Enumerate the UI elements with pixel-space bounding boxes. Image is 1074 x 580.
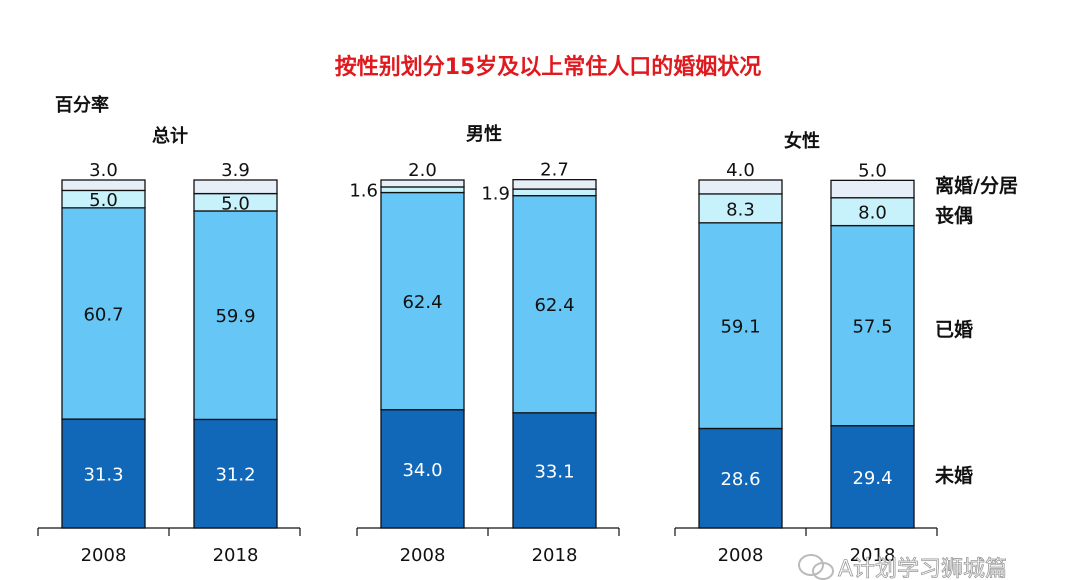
bar-segment-divorced <box>698 179 783 195</box>
data-label: 3.0 <box>89 160 118 181</box>
data-label: 4.0 <box>726 160 755 181</box>
x-tick-label: 2008 <box>81 545 127 566</box>
chart-title: 按性别划分15岁及以上常住人口的婚姻状况 <box>335 54 762 80</box>
legend-label: 离婚/分居 <box>935 174 1018 197</box>
panel-title: 女性 <box>784 130 820 152</box>
x-tick-label: 2018 <box>532 545 578 566</box>
data-label: 62.4 <box>402 292 442 313</box>
bar-segment-never_married <box>830 425 915 529</box>
bar-segment-divorced <box>61 179 146 192</box>
bar-segment-divorced <box>830 179 915 199</box>
bar-segment-never_married <box>193 418 278 529</box>
x-tick-label: 2018 <box>213 545 259 566</box>
data-label: 62.4 <box>534 295 574 316</box>
bar-segment-divorced <box>512 179 597 190</box>
data-label: 1.6 <box>349 181 378 202</box>
y-axis-label: 百分率 <box>55 94 109 116</box>
data-label: 31.2 <box>215 465 255 486</box>
data-label: 60.7 <box>83 304 123 325</box>
bar-segment-married <box>193 210 278 421</box>
data-label: 59.9 <box>215 306 255 327</box>
stacked-bar: 34.0 62.4 1.6 2.0 <box>349 160 465 529</box>
legend-label: 已婚 <box>935 318 973 341</box>
watermark-text: A计划学习狮城篇 <box>838 557 1007 580</box>
panel-title: 男性 <box>466 123 502 145</box>
legend-label: 未婚 <box>934 464 973 487</box>
stacked-bar: 31.2 59.9 5.0 3.9 <box>193 160 278 529</box>
data-label: 1.9 <box>481 183 510 204</box>
bar-segment-married <box>698 222 783 430</box>
data-label: 28.6 <box>720 469 760 490</box>
data-label: 2.7 <box>540 160 569 181</box>
panel-3: 女性 28.6 59.1 8.3 4.0 2008 29.4 57.5 8.0 5.0 2018 <box>674 130 938 566</box>
bar-segment-widowed <box>830 197 915 227</box>
bar-segment-divorced <box>193 179 278 195</box>
chart-panels: 总计 31.3 60.7 5.0 3.0 2008 31.2 59.9 5.0 3.9 2018 男性… <box>37 123 938 566</box>
bar-segment-widowed <box>698 193 783 224</box>
data-label: 57.5 <box>852 317 892 338</box>
bar-segment-never_married <box>512 412 597 529</box>
bar-segment-married <box>512 195 597 414</box>
stacked-bar: 31.3 60.7 5.0 3.0 <box>61 160 146 529</box>
bar-segment-married <box>61 207 146 420</box>
data-label: 33.1 <box>534 461 574 482</box>
stacked-bar: 33.1 62.4 1.9 2.7 <box>481 160 597 529</box>
data-label: 31.3 <box>83 465 123 486</box>
data-label: 3.9 <box>221 160 250 181</box>
data-label: 5.0 <box>221 193 250 214</box>
wechat-icon <box>798 554 834 580</box>
bar-segment-widowed <box>512 188 597 197</box>
bar-segment-married <box>380 191 465 411</box>
bar-segment-divorced <box>380 179 465 188</box>
x-tick-label: 2008 <box>718 545 764 566</box>
data-label: 5.0 <box>89 190 118 211</box>
bar-segment-married <box>830 224 915 427</box>
bar-segment-never_married <box>698 427 783 529</box>
x-tick-label: 2008 <box>400 545 446 566</box>
data-label: 34.0 <box>402 460 442 481</box>
watermark: A计划学习狮城篇 <box>798 554 1007 580</box>
stacked-bar: 28.6 59.1 8.3 4.0 <box>698 160 783 529</box>
bar-segment-never_married <box>61 418 146 529</box>
data-label: 29.4 <box>852 468 892 489</box>
panel-2: 男性 34.0 62.4 1.6 2.0 2008 33.1 62.4 1.9 2.7 2018 <box>349 123 620 566</box>
bar-segment-never_married <box>380 409 465 529</box>
stacked-bar: 29.4 57.5 8.0 5.0 <box>830 160 915 529</box>
x-tick-label: 2018 <box>850 545 896 566</box>
data-label: 5.0 <box>858 160 887 181</box>
data-label: 59.1 <box>720 317 760 338</box>
data-label: 2.0 <box>408 160 437 181</box>
bar-segment-widowed <box>380 186 465 194</box>
data-label: 8.0 <box>858 203 887 224</box>
legend-label: 丧偶 <box>935 204 973 227</box>
panel-1: 总计 31.3 60.7 5.0 3.0 2008 31.2 59.9 5.0 3.9 2018 <box>37 125 301 566</box>
data-label: 8.3 <box>726 199 755 220</box>
panel-title: 总计 <box>152 125 188 147</box>
